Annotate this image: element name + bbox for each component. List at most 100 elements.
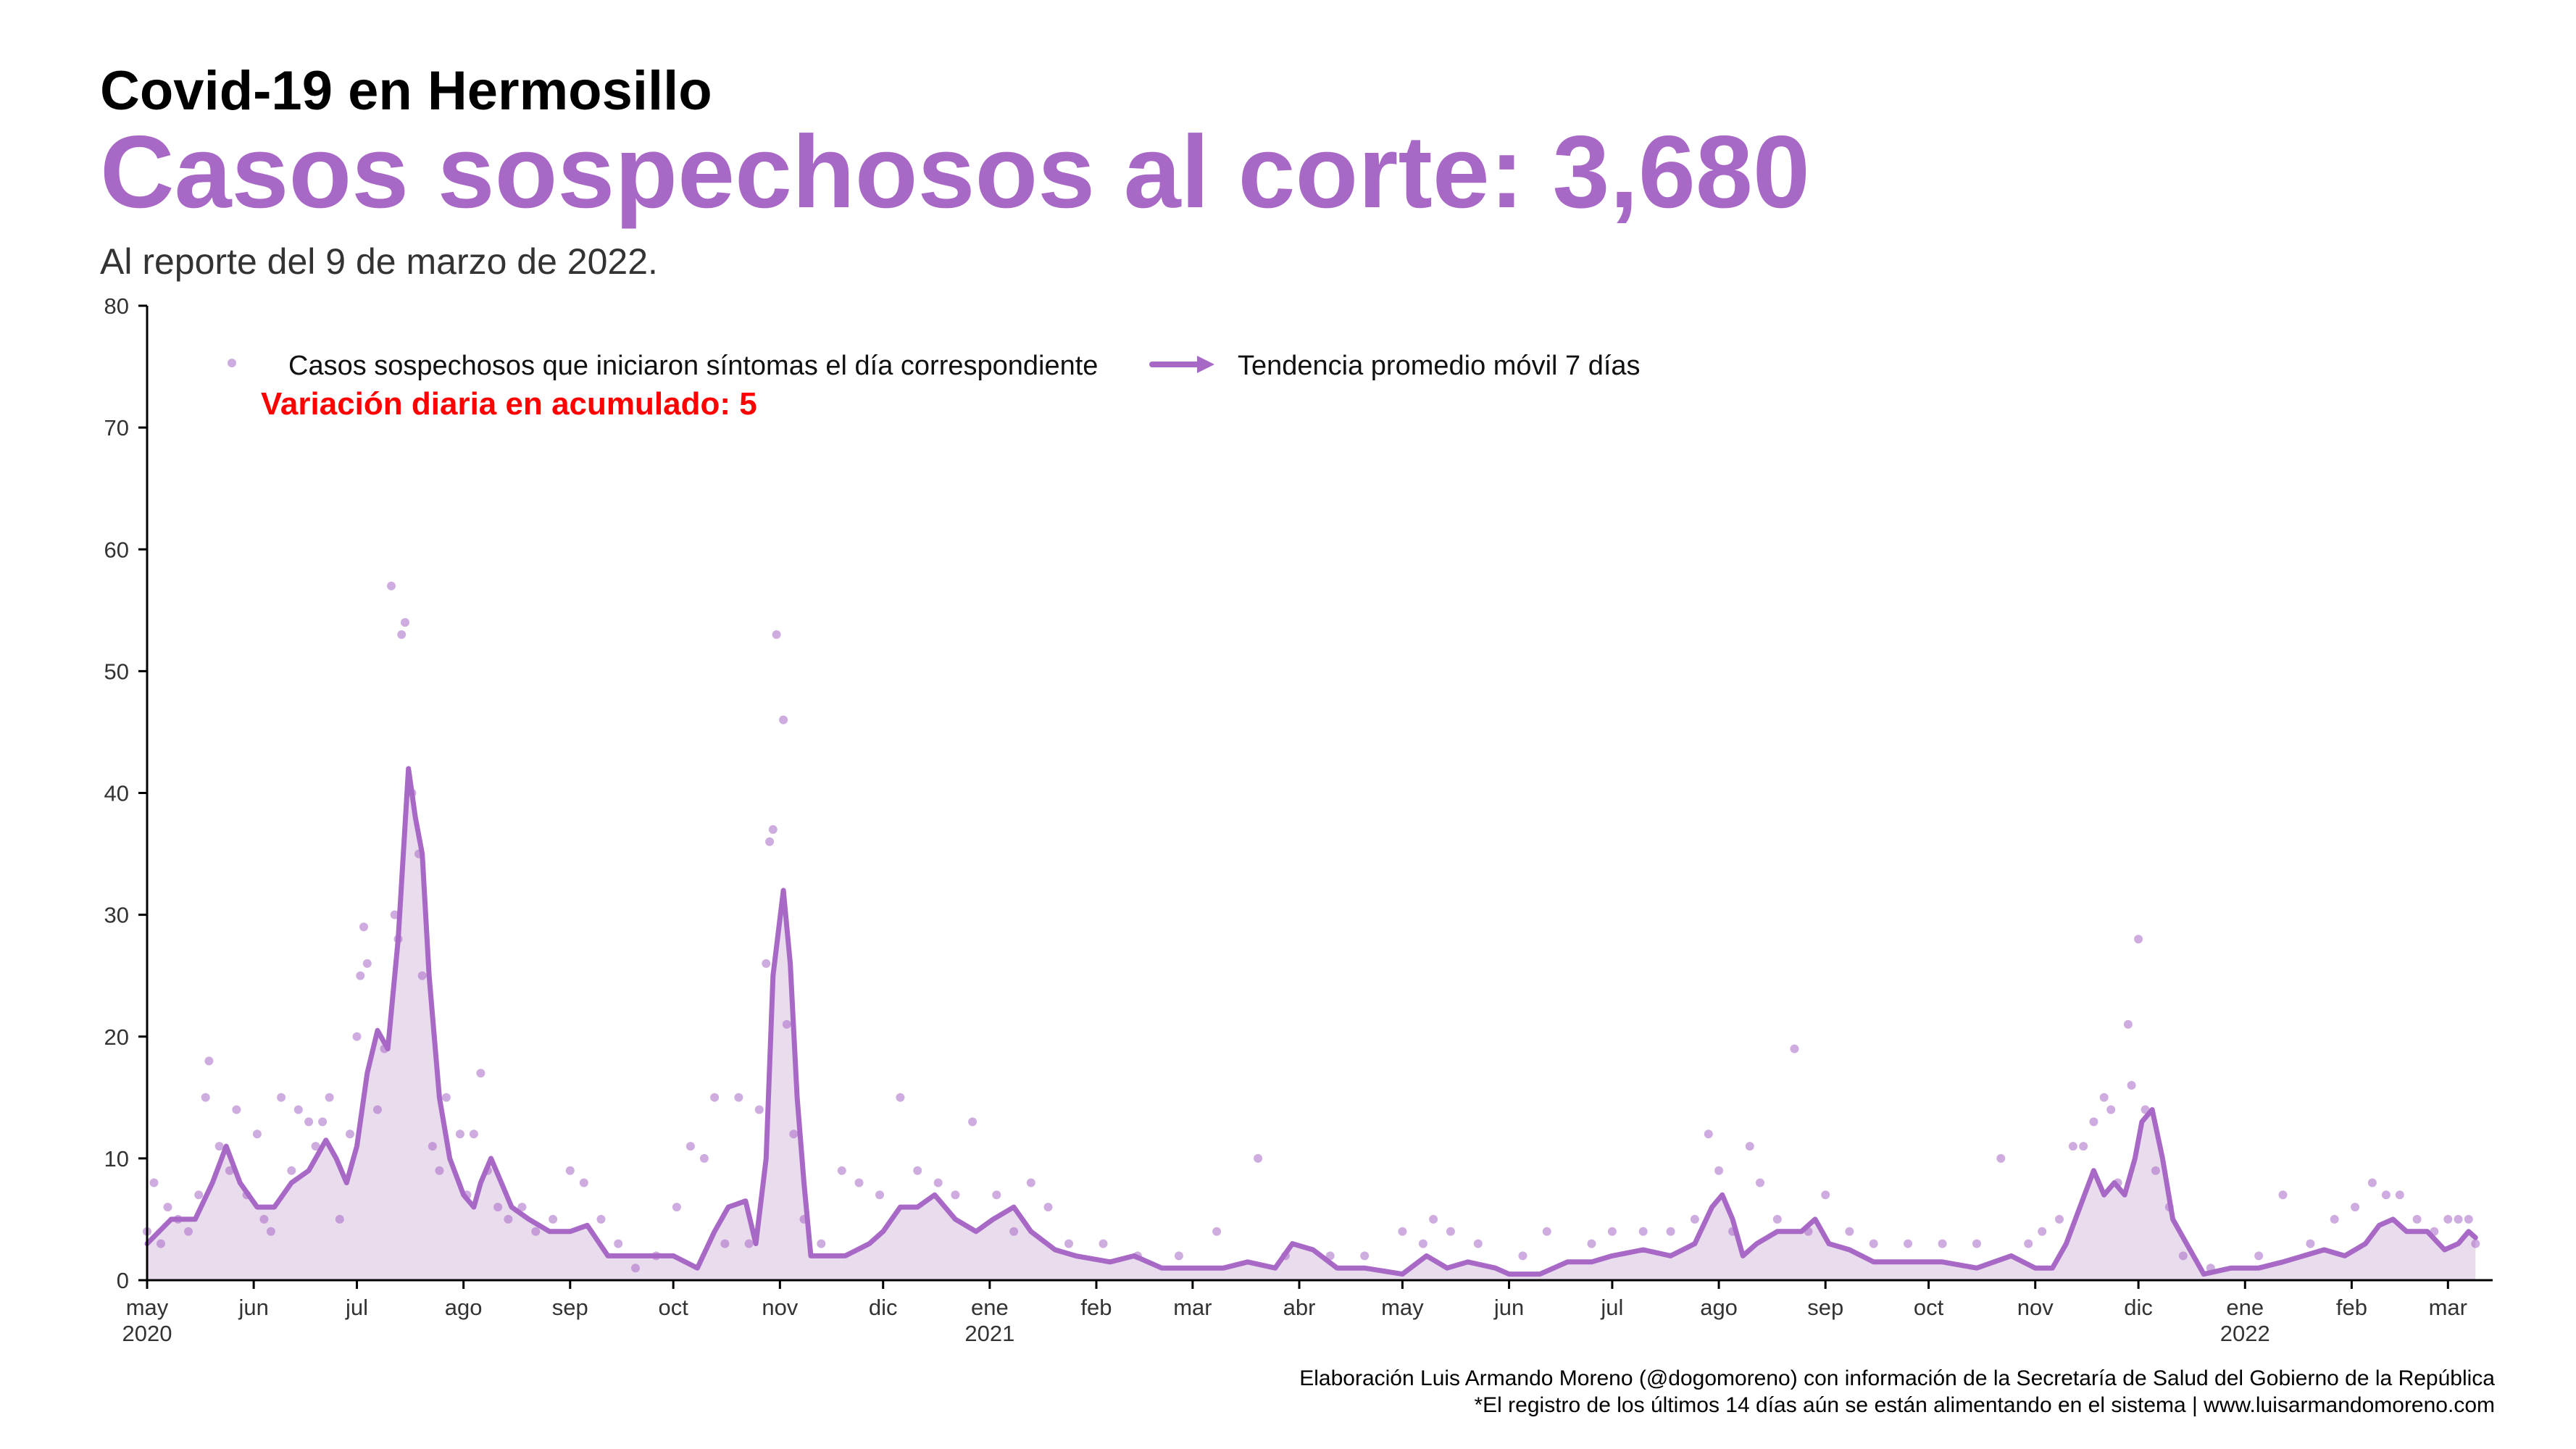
x-tick-label: abr — [1283, 1295, 1316, 1320]
data-point — [287, 1166, 296, 1175]
data-point — [762, 959, 771, 968]
data-point — [2306, 1239, 2315, 1248]
data-point — [1869, 1239, 1878, 1248]
legend-label-points: Casos sospechosos que iniciaron síntomas… — [288, 351, 1098, 381]
data-point — [201, 1093, 210, 1102]
x-tick-label: nov — [2017, 1295, 2054, 1320]
data-point — [2381, 1190, 2390, 1200]
data-point — [1542, 1227, 1551, 1236]
data-point — [1026, 1178, 1035, 1187]
data-point — [992, 1190, 1001, 1200]
legend-line-arrow — [1197, 356, 1214, 373]
source-credit: Elaboración Luis Armando Moreno (@dogomo… — [1299, 1366, 2495, 1390]
data-point — [2024, 1239, 2033, 1248]
data-point — [517, 1203, 527, 1212]
data-point — [2068, 1142, 2077, 1151]
data-point — [579, 1178, 588, 1187]
data-point — [2330, 1214, 2339, 1224]
data-point — [782, 1019, 791, 1029]
data-point — [476, 1069, 485, 1078]
data-point — [2151, 1166, 2160, 1175]
legend-point-marker — [228, 359, 236, 367]
trend-area — [147, 768, 2476, 1280]
x-tick-year-label: 2022 — [2220, 1321, 2270, 1346]
data-point — [2443, 1214, 2453, 1224]
x-tick-label: may — [126, 1295, 169, 1320]
data-point — [455, 1129, 464, 1139]
x-tick-label: feb — [2336, 1295, 2367, 1320]
y-tick-label: 0 — [117, 1268, 129, 1293]
variation-annotation: Variación diaria en acumulado: 5 — [261, 386, 757, 422]
data-point — [163, 1203, 172, 1212]
data-point — [325, 1093, 334, 1102]
legend: Casos sospechosos que iniciaron síntomas… — [228, 351, 1641, 422]
data-point — [204, 1056, 214, 1066]
data-point — [359, 922, 368, 932]
data-point — [2134, 935, 2143, 944]
y-tick-label: 80 — [104, 293, 129, 319]
data-point — [549, 1214, 558, 1224]
data-point — [720, 1239, 730, 1248]
data-point — [2395, 1190, 2404, 1200]
data-point — [504, 1214, 513, 1224]
chart-kicker: Covid-19 en Hermosillo — [100, 60, 712, 122]
data-point — [232, 1105, 241, 1114]
data-point — [469, 1129, 478, 1139]
data-point — [768, 824, 778, 834]
data-point — [149, 1178, 159, 1187]
data-point — [1446, 1227, 1455, 1236]
data-point — [2055, 1214, 2064, 1224]
x-tick-label: feb — [1080, 1295, 1112, 1320]
x-tick-label: sep — [552, 1295, 588, 1320]
data-point — [318, 1117, 328, 1127]
data-point — [1996, 1153, 2006, 1163]
x-tick-label: ene — [971, 1295, 1009, 1320]
y-tick-label: 20 — [104, 1024, 129, 1050]
data-point — [428, 1142, 437, 1151]
x-tick-label: jul — [1600, 1295, 1623, 1320]
data-point — [1043, 1203, 1053, 1212]
data-point — [362, 959, 372, 968]
x-tick-label: ene — [2226, 1295, 2264, 1320]
data-point — [1418, 1239, 1427, 1248]
data-point — [1009, 1227, 1019, 1236]
data-point — [2412, 1214, 2422, 1224]
data-point — [789, 1129, 799, 1139]
data-point — [2464, 1214, 2473, 1224]
data-point — [1904, 1239, 1913, 1248]
trend-line — [144, 766, 2478, 1277]
x-tick-label: ago — [445, 1295, 483, 1320]
data-point — [765, 837, 775, 846]
data-point — [293, 1105, 303, 1114]
data-point — [1064, 1239, 1073, 1248]
x-tick-label: may — [1381, 1295, 1424, 1320]
data-point — [214, 1142, 224, 1151]
data-point — [352, 1032, 362, 1041]
chart-title: Casos sospechosos al corte: 3,680 — [100, 114, 1810, 230]
data-point — [2178, 1251, 2188, 1261]
data-point — [2106, 1105, 2116, 1114]
x-tick-label: mar — [1173, 1295, 1212, 1320]
data-point — [772, 630, 781, 639]
data-point — [1360, 1251, 1370, 1261]
data-point — [266, 1227, 275, 1236]
data-point — [277, 1093, 286, 1102]
data-point — [2079, 1142, 2088, 1151]
data-point — [1821, 1190, 1830, 1200]
data-point — [2038, 1227, 2047, 1236]
x-tick-year-label: 2020 — [122, 1321, 172, 1346]
data-point — [401, 618, 409, 627]
data-point — [390, 910, 399, 919]
y-tick-label: 70 — [104, 415, 129, 440]
data-point — [1938, 1239, 1947, 1248]
x-tick-year-label: 2021 — [964, 1321, 1014, 1346]
data-point — [744, 1239, 754, 1248]
data-point — [951, 1190, 960, 1200]
daily-points — [143, 581, 2480, 1273]
data-point — [817, 1239, 826, 1248]
trend-area-fill — [147, 768, 2476, 1280]
data-point — [441, 1093, 451, 1102]
data-point — [631, 1264, 640, 1273]
data-point — [493, 1203, 503, 1212]
